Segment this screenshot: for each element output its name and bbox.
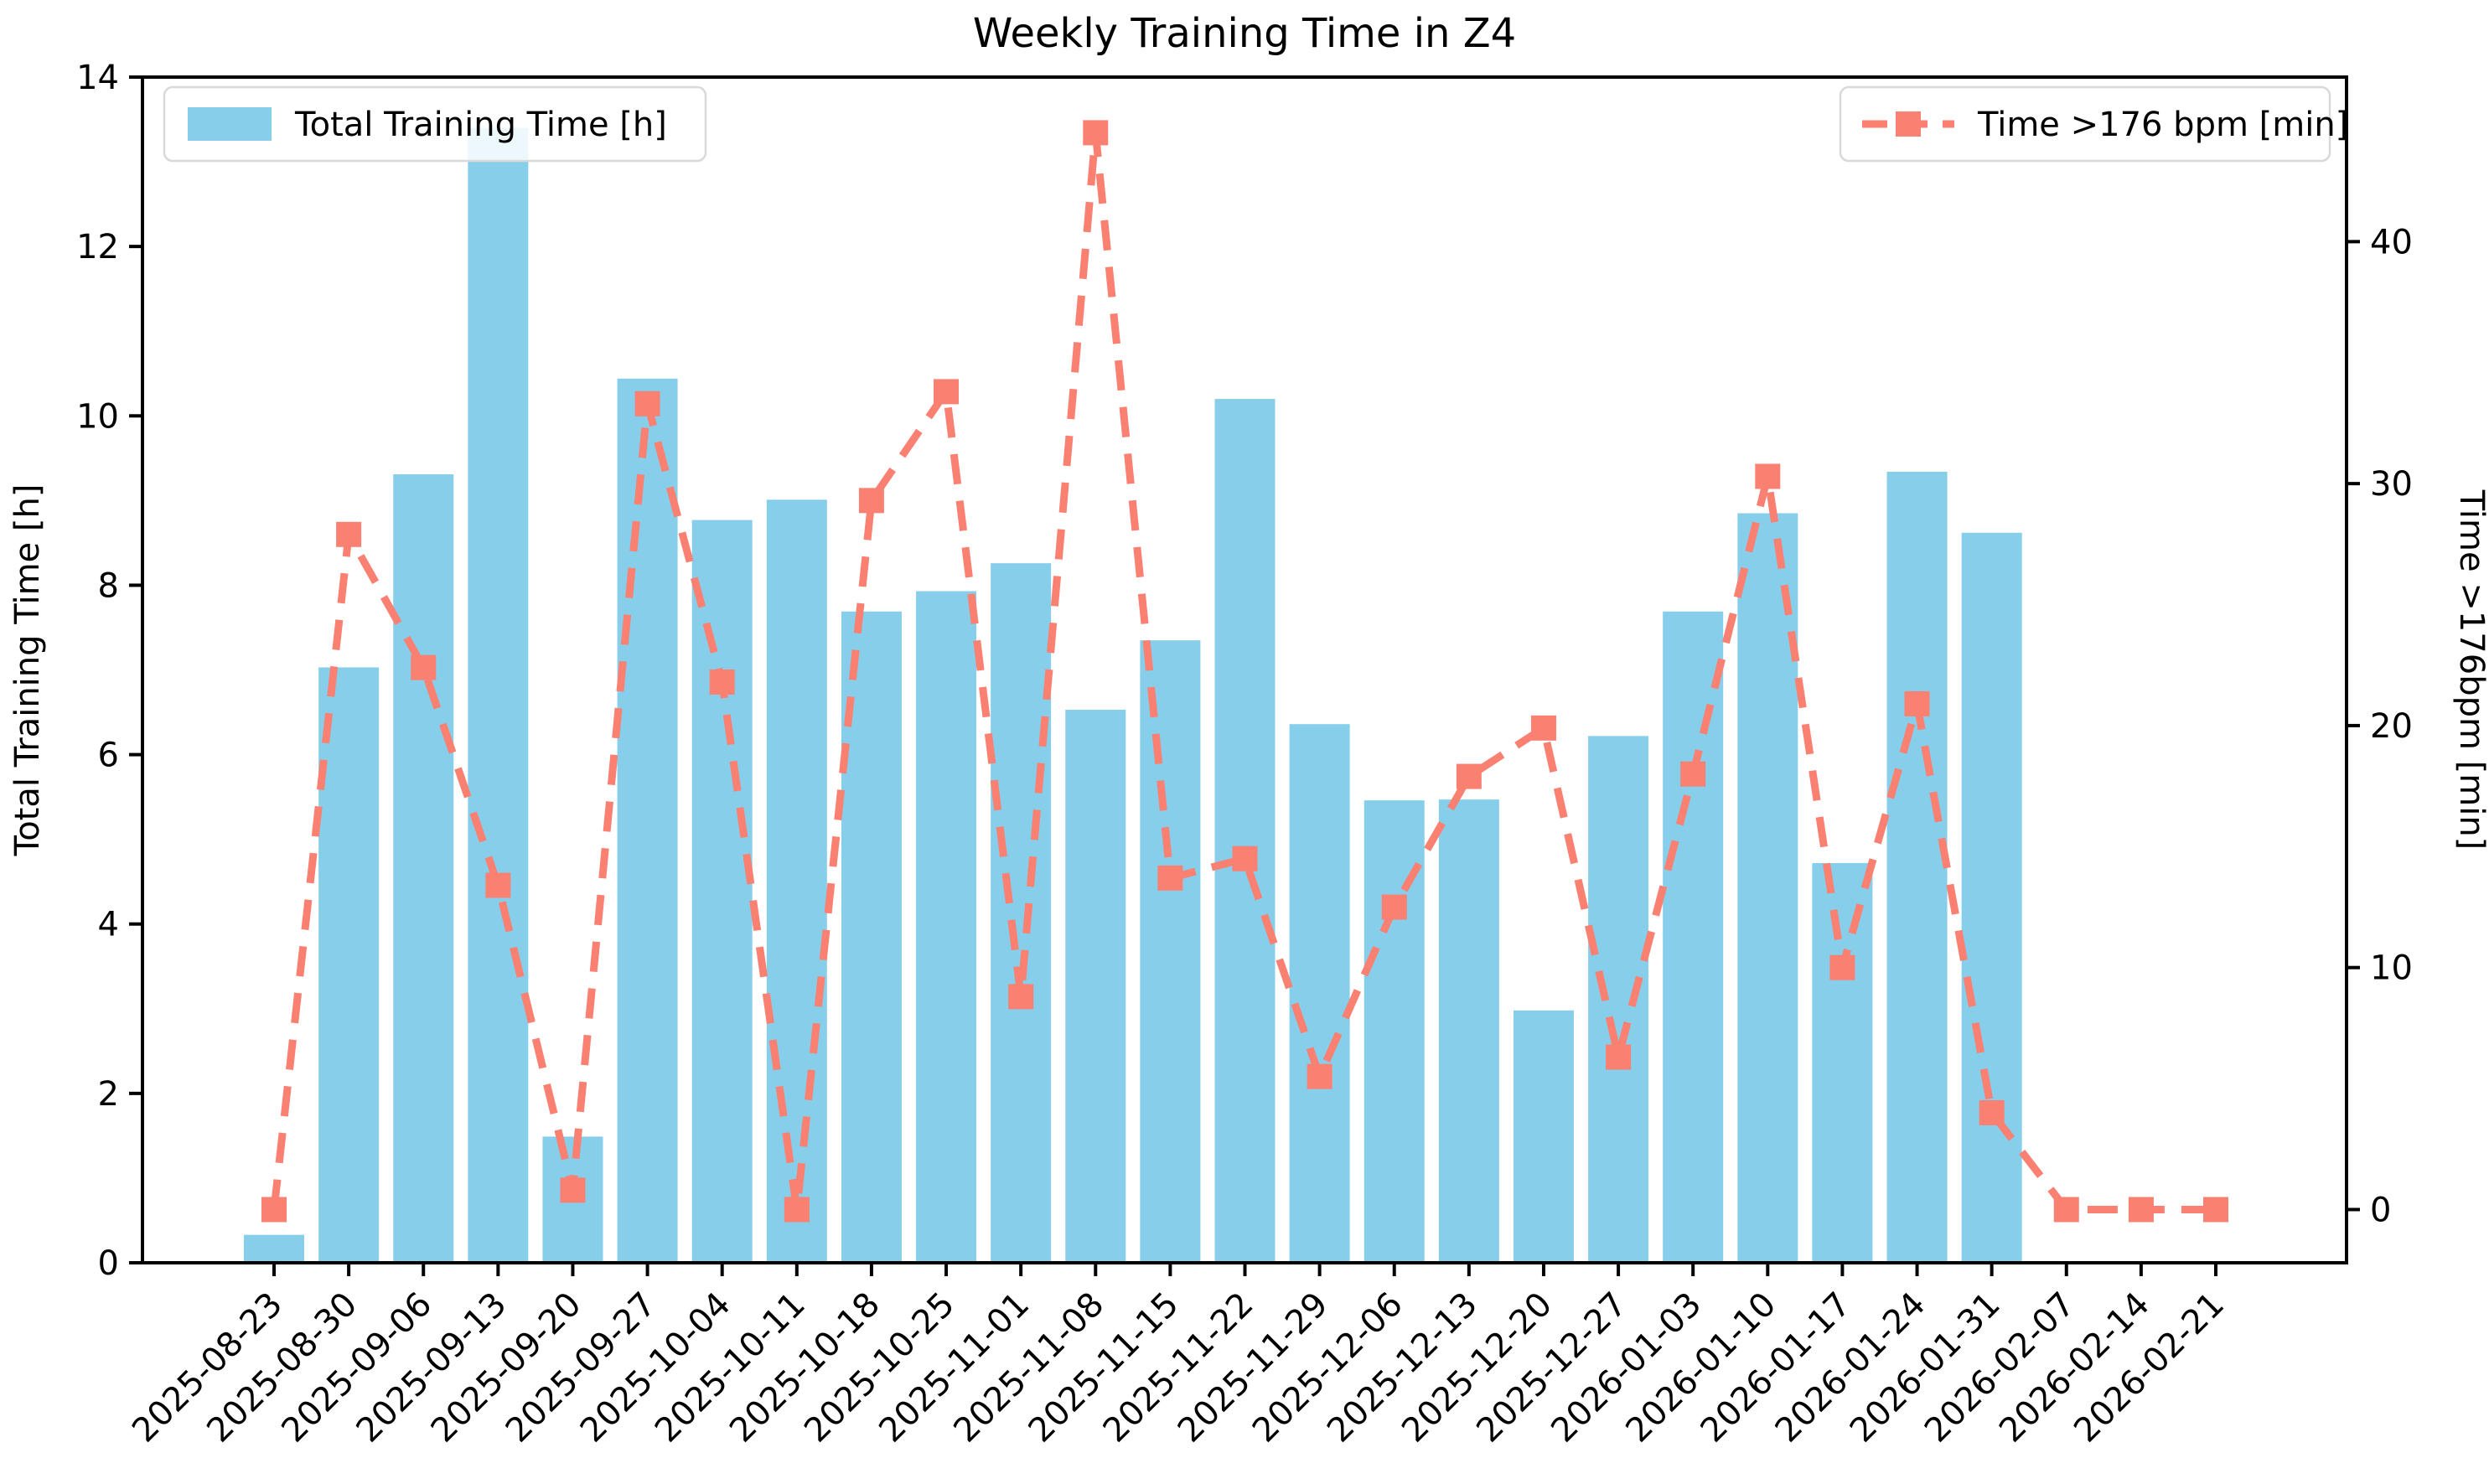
- bar: [617, 378, 678, 1263]
- line-marker: [336, 521, 362, 547]
- chart-title: Weekly Training Time in Z4: [973, 10, 1516, 57]
- right-tick-label: 0: [2370, 1191, 2391, 1229]
- legend-bar-series: Total Training Time [h]: [163, 85, 707, 163]
- right-tick-label: 20: [2370, 707, 2413, 746]
- line-marker: [784, 1197, 810, 1223]
- bar: [1065, 710, 1126, 1263]
- legend-bar-label: Total Training Time [h]: [294, 106, 667, 144]
- left-axis-ticks: 0 2 4 6 8 10 12 14: [76, 59, 142, 1283]
- line-marker: [1232, 845, 1258, 871]
- bar: [916, 591, 977, 1263]
- line-marker: [1307, 1063, 1332, 1089]
- line-marker: [2053, 1197, 2079, 1223]
- line-path: [270, 132, 2216, 1213]
- bar: [1214, 399, 1276, 1264]
- line-marker: [1157, 865, 1183, 891]
- right-tick-label: 10: [2370, 949, 2413, 988]
- line-marker: [1904, 690, 1930, 716]
- bar: [1961, 532, 2022, 1263]
- left-tick-label: 6: [98, 737, 119, 775]
- left-tick-label: 12: [76, 228, 119, 266]
- left-tick-label: 10: [76, 397, 119, 436]
- line-series: [261, 120, 2228, 1223]
- bar: [318, 667, 380, 1263]
- left-tick-label: 0: [98, 1244, 119, 1283]
- bar: [1289, 724, 1350, 1263]
- bar: [468, 127, 529, 1264]
- line-marker: [858, 488, 884, 514]
- left-tick-label: 2: [98, 1075, 119, 1114]
- bar: [1588, 736, 1649, 1263]
- line-marker: [709, 669, 735, 695]
- bar: [766, 499, 827, 1263]
- line-marker: [1755, 463, 1781, 489]
- line-marker: [1979, 1099, 2005, 1125]
- legend-bar-swatch-icon: [188, 107, 272, 141]
- bar: [1438, 799, 1499, 1263]
- line-marker: [1530, 715, 1556, 741]
- left-tick-label: 4: [98, 906, 119, 944]
- line-marker: [1829, 954, 1855, 980]
- x-axis-ticks: 2025-08-232025-08-302025-09-062025-09-13…: [125, 1263, 2232, 1450]
- line-marker: [1083, 120, 1109, 146]
- line-marker: [411, 654, 437, 680]
- line-marker: [1680, 761, 1706, 787]
- line-marker: [261, 1197, 287, 1223]
- bar: [1140, 640, 1201, 1263]
- bar: [244, 1234, 304, 1263]
- bar: [691, 520, 753, 1263]
- bar: [1513, 1010, 1574, 1263]
- legend-box: [1839, 85, 2331, 163]
- line-marker: [560, 1177, 586, 1203]
- left-tick-label: 8: [98, 566, 119, 605]
- legend-line-label: Time >176 bpm [min]: [1977, 106, 2348, 144]
- left-axis-label: Total Training Time [h]: [8, 484, 47, 857]
- bar: [991, 563, 1052, 1263]
- legend-marker-icon: [1896, 111, 1921, 137]
- line-marker: [1606, 1044, 1632, 1070]
- bar: [1737, 513, 1798, 1263]
- bar: [1663, 611, 1724, 1263]
- line-marker: [2128, 1197, 2154, 1223]
- left-tick-label: 14: [76, 59, 119, 97]
- right-tick-label: 30: [2370, 465, 2413, 504]
- line-marker: [634, 390, 660, 416]
- bar: [393, 474, 454, 1263]
- bar-series: [244, 127, 2022, 1264]
- bar: [1886, 471, 1948, 1263]
- legend-box: [163, 85, 707, 163]
- line-marker: [2203, 1197, 2228, 1223]
- line-marker: [1008, 984, 1034, 1010]
- right-tick-label: 40: [2370, 223, 2413, 261]
- right-axis-ticks: 0 10 20 30 40: [2347, 223, 2413, 1229]
- right-axis-label: Time >176bpm [min]: [2452, 489, 2489, 851]
- line-marker: [485, 872, 511, 898]
- bar: [1812, 862, 1873, 1263]
- legend-line-series: Time >176 bpm [min]: [1839, 85, 2348, 163]
- line-marker: [1456, 763, 1482, 789]
- line-marker: [1381, 894, 1407, 920]
- line-marker: [934, 379, 960, 405]
